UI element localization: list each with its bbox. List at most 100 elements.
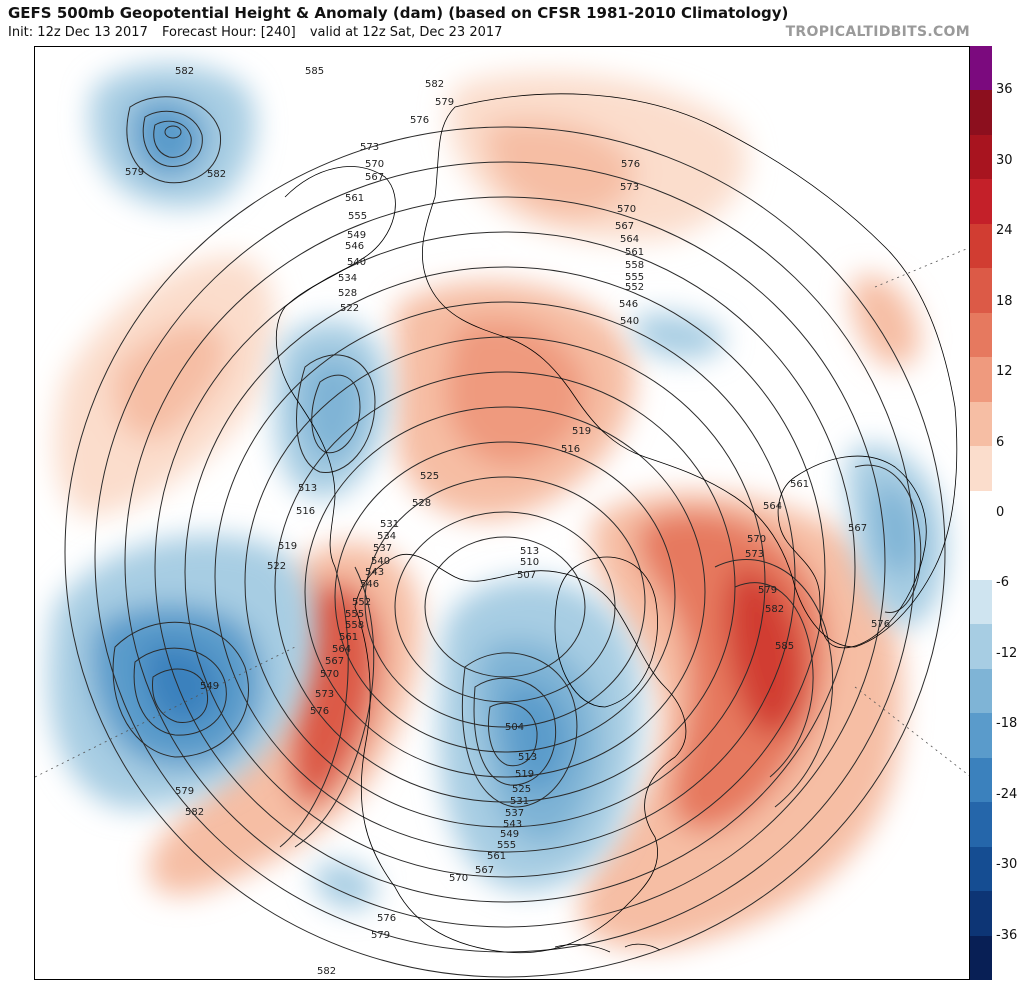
- colorbar-segment: [970, 624, 992, 670]
- map-title: GEFS 500mb Geopotential Height & Anomaly…: [8, 4, 789, 22]
- contour-label: 582: [207, 169, 226, 180]
- contour-label: 567: [615, 221, 634, 232]
- contour-label: 522: [340, 303, 359, 314]
- contour-label: 540: [347, 257, 366, 268]
- contour-label: 549: [347, 230, 366, 241]
- contour-label: 552: [625, 282, 644, 293]
- contour-label: 534: [377, 531, 396, 542]
- valid-time: valid at 12z Sat, Dec 23 2017: [309, 25, 503, 40]
- contour-label: 552: [352, 597, 371, 608]
- contour-label: 561: [625, 247, 644, 258]
- contour-label: 555: [345, 609, 364, 620]
- contour-label: 537: [505, 808, 524, 819]
- contour-label: 549: [200, 681, 219, 692]
- map-canvas: 582 585 582 579 576 573 570 567 561 555 …: [35, 64, 969, 978]
- positive-anomaly-arctic-core: [445, 319, 587, 467]
- colorbar-segment: [970, 90, 992, 136]
- contour-label: 525: [512, 784, 531, 795]
- contour-label: 531: [510, 796, 529, 807]
- contour-label: 573: [620, 182, 639, 193]
- positive-anomaly-atlantic-peak: [725, 567, 805, 735]
- colorbar-tick-label: -36: [996, 927, 1018, 943]
- contour-label: 525: [420, 471, 439, 482]
- contour-label: 519: [278, 541, 297, 552]
- colorbar-segment: [970, 668, 992, 714]
- contour-label: 516: [296, 506, 315, 517]
- caribbean-coast: [554, 943, 661, 953]
- colorbar-segment: [970, 46, 992, 91]
- contour-label: 576: [410, 115, 429, 126]
- contour-label: 579: [758, 585, 777, 596]
- contour-label: 573: [360, 142, 379, 153]
- anomaly-map: 582 585 582 579 576 573 570 567 561 555 …: [34, 46, 970, 980]
- contour-label: 573: [315, 689, 334, 700]
- colorbar-segment: [970, 134, 992, 180]
- contour-label: 570: [365, 159, 384, 170]
- contour-label: 585: [775, 641, 794, 652]
- positive-anomaly-pacific-core: [113, 322, 227, 440]
- colorbar-segment: [970, 357, 992, 403]
- colorbar-segment: [970, 268, 992, 314]
- colorbar-segment: [970, 757, 992, 803]
- contour-label: 567: [325, 656, 344, 667]
- contour-label: 513: [298, 483, 317, 494]
- colorbar-tick-label: 36: [996, 82, 1013, 98]
- contour-label: 543: [503, 819, 522, 830]
- contour-label: 546: [360, 579, 379, 590]
- colorbar-segment: [970, 935, 992, 981]
- negative-anomaly-west-pacific-core: [131, 99, 206, 177]
- contour-label: 528: [412, 498, 431, 509]
- contour-label: 546: [619, 299, 638, 310]
- contour-label: 570: [617, 204, 636, 215]
- trough-contours: [462, 652, 578, 808]
- contour-label: 522: [267, 561, 286, 572]
- eurasia-coast: [422, 93, 958, 648]
- contour-labels: 582 585 582 579 576 573 570 567 561 555 …: [125, 66, 890, 977]
- contour-label: 504: [505, 722, 524, 733]
- contour-label: 567: [365, 172, 384, 183]
- contour-label: 579: [371, 930, 390, 941]
- positive-anomaly-siberia-core: [485, 119, 635, 218]
- colorbar-segment: [970, 891, 992, 937]
- colorbar-tick-label: -24: [996, 786, 1018, 802]
- colorbar-tick-label: 12: [996, 364, 1013, 380]
- contour-label: 531: [380, 519, 399, 530]
- colorbar-segment: [970, 401, 992, 447]
- colorbar-segment: [970, 490, 992, 536]
- contour-label: 576: [310, 706, 329, 717]
- europe-coast: [777, 455, 927, 649]
- contour-label: 564: [620, 234, 639, 245]
- colorbar-segment: [970, 179, 992, 225]
- contour-label: 516: [561, 444, 580, 455]
- coastlines: [275, 93, 958, 954]
- colorbar-tick-label: 0: [996, 505, 1005, 520]
- contour-label: 570: [449, 873, 468, 884]
- colorbar-tick-label: -30: [996, 857, 1018, 873]
- contour-label: 558: [345, 620, 364, 631]
- anomaly-shading: [48, 64, 946, 949]
- forecast-hour: Forecast Hour: [240]: [161, 25, 296, 40]
- contour-label: 519: [572, 426, 591, 437]
- contour-label: 561: [487, 851, 506, 862]
- contour-label: 534: [338, 273, 357, 284]
- contour-label: 549: [500, 829, 519, 840]
- contour-label: 555: [348, 211, 367, 222]
- contour-label: 573: [745, 549, 764, 560]
- contour-label: 576: [871, 619, 890, 630]
- colorbar-tick-label: -12: [996, 645, 1018, 661]
- contour-label: 564: [763, 501, 782, 512]
- contour-label: 570: [747, 534, 766, 545]
- anomaly-colorbar: 36 30 24 18 12 6 0 -6 -12 -18 -24 -30 -36: [970, 46, 1024, 981]
- colorbar-tick-label: 24: [996, 223, 1013, 239]
- greenland-coast: [554, 556, 658, 708]
- contour-label: 507: [517, 570, 536, 581]
- contour-label: 579: [175, 786, 194, 797]
- brand-watermark: TROPICALTIDBITS.COM: [785, 24, 970, 40]
- colorbar-segment: [970, 846, 992, 892]
- contour-label: 561: [790, 479, 809, 490]
- west-pacific-low-contours: [126, 96, 222, 184]
- colorbar-segment: [970, 446, 992, 492]
- contour-label: 540: [620, 316, 639, 327]
- contour-label: 582: [425, 79, 444, 90]
- contour-label: 567: [475, 865, 494, 876]
